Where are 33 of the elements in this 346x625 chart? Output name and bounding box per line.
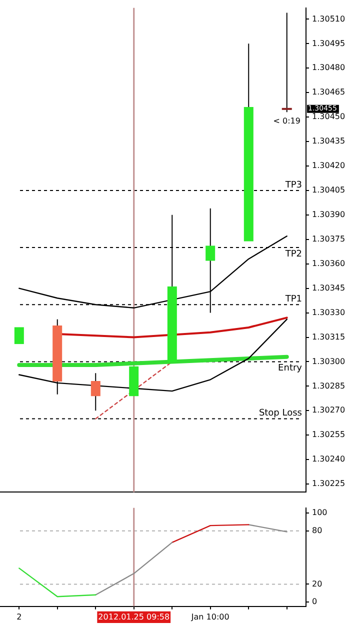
y-tick-label: 1.30285	[312, 381, 346, 390]
y-tick-label: 1.30465	[312, 88, 346, 97]
y-tick-label: 1.30225	[312, 479, 346, 488]
y-tick-label: 1.30315	[312, 332, 346, 342]
x-tick-label: 2012.01.25 09:58	[98, 612, 170, 622]
ref-line-label: TP2	[284, 249, 302, 260]
x-tick-label: 2	[16, 612, 22, 622]
y-tick-label: 1.30300	[312, 356, 346, 366]
ref-line-label: Entry	[278, 364, 303, 374]
y-tick-label: 80	[312, 526, 322, 535]
y-tick-label: 1.30375	[312, 234, 346, 244]
y-tick-label: 1.30420	[312, 161, 346, 170]
y-tick-label: 1.30270	[312, 406, 346, 415]
y-tick-label: 1.30510	[312, 14, 346, 24]
annotation: < 0:19	[273, 116, 300, 126]
y-tick-label: 1.30240	[312, 454, 346, 464]
ref-line-label: TP3	[284, 180, 302, 190]
ref-line-label: TP1	[284, 294, 302, 304]
y-tick-label: 1.30360	[312, 258, 346, 268]
y-tick-label: 1.30345	[312, 283, 346, 292]
y-tick-label: 1.30255	[312, 430, 346, 440]
ref-line-label: Stop Loss	[258, 408, 302, 419]
y-tick-label: 1.30330	[312, 308, 346, 317]
y-tick-label: 20	[312, 579, 322, 588]
y-tick-label: 1.30405	[312, 186, 346, 195]
y-tick-label: 1.30495	[312, 38, 346, 48]
y-tick-label: 100	[312, 508, 328, 518]
x-tick-label: Jan 10:00	[190, 612, 230, 622]
y-tick-label: 0	[312, 597, 318, 606]
y-tick-label: 1.30450	[312, 112, 346, 122]
y-tick-label: 1.30480	[312, 63, 346, 72]
y-tick-label: 1.30435	[312, 136, 346, 146]
y-tick-label: 1.30390	[312, 210, 346, 220]
